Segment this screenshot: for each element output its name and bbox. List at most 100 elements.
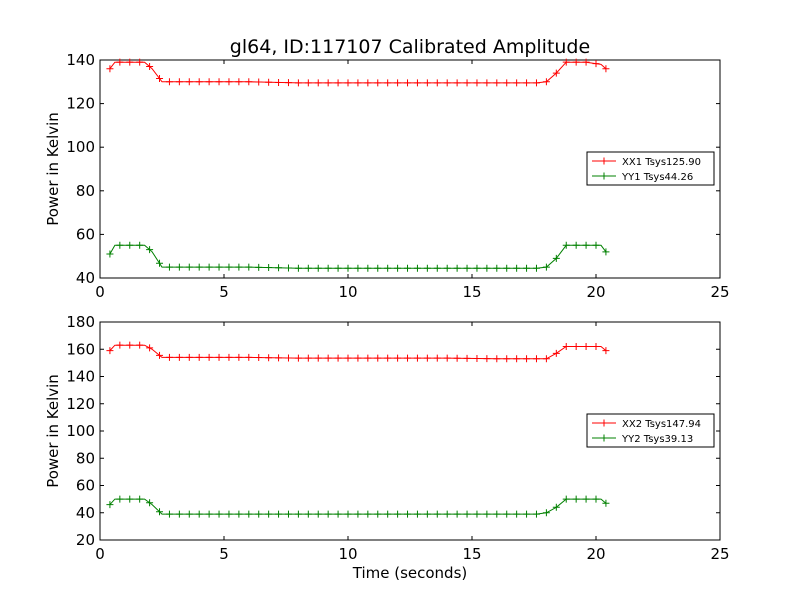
data-point	[175, 78, 183, 86]
data-point	[334, 264, 342, 272]
data-point	[126, 495, 134, 503]
data-point	[542, 509, 550, 517]
legend: XX1 Tsys125.90 YY1 Tsys44.26	[586, 151, 715, 186]
data-point	[116, 495, 124, 503]
data-point	[483, 510, 491, 518]
data-point	[592, 60, 600, 68]
data-point	[185, 353, 193, 361]
data-point	[582, 241, 590, 249]
data-point	[602, 65, 610, 73]
legend: XX2 Tsys147.94 YY2 Tsys39.13	[586, 413, 715, 448]
data-point	[334, 354, 342, 362]
data-point	[453, 510, 461, 518]
data-point	[215, 510, 223, 518]
data-point	[572, 241, 580, 249]
chart-title: gl64, ID:117107 Calibrated Amplitude	[230, 36, 590, 58]
x-tick-label: 5	[219, 545, 229, 563]
data-point	[473, 264, 481, 272]
data-point	[592, 343, 600, 351]
data-point	[235, 263, 243, 271]
series-line	[109, 61, 607, 84]
data-point	[265, 354, 273, 362]
data-point	[513, 79, 521, 87]
data-point	[562, 343, 570, 351]
data-point	[542, 263, 550, 271]
legend-label: YY1 Tsys44.26	[621, 172, 693, 183]
data-point	[433, 354, 441, 362]
data-point	[463, 510, 471, 518]
y-tick-label: 100	[66, 422, 95, 440]
data-point	[205, 263, 213, 271]
data-point	[523, 355, 531, 363]
data-point	[513, 510, 521, 518]
data-point	[523, 264, 531, 272]
y-tick-label: 140	[66, 51, 95, 69]
plot-area: 0 5 10 15 20 25 40 60 80 100 120 140 XX1 Tsys125.90 Y…	[66, 51, 729, 301]
data-point	[195, 78, 203, 86]
data-point	[275, 354, 283, 362]
data-point	[503, 264, 511, 272]
data-point	[344, 354, 352, 362]
y-tick-label: 180	[66, 313, 95, 331]
legend-label: XX2 Tsys147.94	[622, 419, 701, 430]
data-point	[443, 264, 451, 272]
data-point	[245, 353, 253, 361]
data-point	[265, 510, 273, 518]
data-point	[562, 241, 570, 249]
data-point	[175, 263, 183, 271]
y-tick-label: 40	[76, 504, 95, 522]
data-point	[354, 79, 362, 87]
data-point	[136, 58, 144, 66]
data-point	[364, 79, 372, 87]
data-point	[572, 58, 580, 66]
series-line	[109, 498, 607, 515]
data-point	[433, 79, 441, 87]
data-point	[413, 510, 421, 518]
data-point	[146, 499, 154, 507]
data-point	[503, 510, 511, 518]
series-line	[109, 244, 607, 269]
data-point	[404, 79, 412, 87]
data-point	[245, 263, 253, 271]
y-tick-label: 120	[66, 95, 95, 113]
data-point	[532, 79, 540, 87]
data-point	[364, 354, 372, 362]
data-point	[423, 79, 431, 87]
data-point	[165, 510, 173, 518]
data-point	[314, 79, 322, 87]
data-point	[523, 79, 531, 87]
data-point	[463, 264, 471, 272]
data-point	[552, 254, 560, 262]
data-point	[165, 78, 173, 86]
data-point	[116, 58, 124, 66]
data-point	[483, 355, 491, 363]
data-point	[225, 263, 233, 271]
legend-label: YY2 Tsys39.13	[621, 434, 693, 445]
data-point	[404, 354, 412, 362]
data-point	[314, 510, 322, 518]
data-point	[463, 79, 471, 87]
x-tick-label: 20	[586, 545, 605, 563]
data-point	[185, 78, 193, 86]
data-point	[215, 263, 223, 271]
y-tick-label: 60	[76, 477, 95, 495]
data-point	[235, 510, 243, 518]
data-point	[344, 79, 352, 87]
y-tick-label: 120	[66, 395, 95, 413]
data-point	[265, 78, 273, 86]
data-point	[146, 63, 154, 71]
data-point	[562, 58, 570, 66]
data-point	[394, 510, 402, 518]
data-point	[532, 264, 540, 272]
data-point	[294, 264, 302, 272]
data-point	[364, 510, 372, 518]
data-point	[562, 495, 570, 503]
data-point	[364, 264, 372, 272]
data-point	[195, 263, 203, 271]
data-point	[354, 354, 362, 362]
data-point	[433, 264, 441, 272]
data-point	[423, 354, 431, 362]
data-point	[294, 354, 302, 362]
data-point	[156, 259, 164, 267]
legend-marker	[600, 419, 608, 427]
